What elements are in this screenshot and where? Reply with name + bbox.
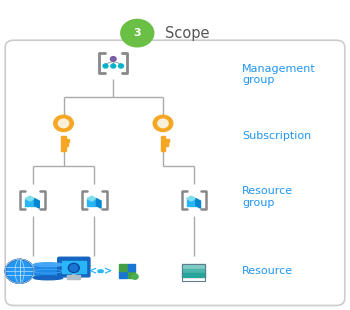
- Ellipse shape: [34, 276, 63, 280]
- Ellipse shape: [34, 263, 63, 267]
- Text: Resource
group: Resource group: [242, 186, 293, 208]
- Circle shape: [119, 64, 124, 68]
- Circle shape: [5, 259, 34, 283]
- Bar: [62, 261, 86, 273]
- Polygon shape: [96, 199, 101, 208]
- Polygon shape: [35, 199, 39, 208]
- Circle shape: [70, 264, 78, 271]
- Bar: [72, 272, 75, 276]
- Circle shape: [100, 270, 103, 272]
- FancyBboxPatch shape: [5, 40, 345, 305]
- Bar: [187, 199, 196, 206]
- Bar: [66, 143, 68, 146]
- Bar: [25, 199, 35, 206]
- Bar: [119, 264, 127, 271]
- Circle shape: [111, 57, 116, 61]
- Bar: [66, 139, 69, 142]
- Bar: [182, 269, 205, 273]
- Circle shape: [103, 64, 108, 68]
- Bar: [127, 271, 135, 278]
- Circle shape: [68, 263, 79, 272]
- Polygon shape: [187, 196, 196, 201]
- Bar: [87, 199, 96, 206]
- Circle shape: [99, 270, 102, 272]
- Bar: [165, 143, 168, 146]
- Circle shape: [158, 119, 168, 128]
- Bar: [127, 264, 135, 271]
- FancyBboxPatch shape: [58, 257, 90, 277]
- Bar: [165, 139, 169, 142]
- Text: Management
group: Management group: [242, 64, 316, 85]
- Circle shape: [54, 115, 73, 131]
- Text: Resource: Resource: [242, 266, 293, 276]
- Circle shape: [111, 64, 116, 68]
- Bar: [182, 264, 205, 268]
- Polygon shape: [87, 196, 96, 201]
- Polygon shape: [196, 199, 201, 208]
- Circle shape: [132, 274, 138, 279]
- Bar: [61, 136, 66, 151]
- Bar: [161, 136, 165, 151]
- Circle shape: [121, 20, 154, 47]
- Circle shape: [153, 115, 173, 131]
- Bar: [182, 273, 205, 277]
- Text: 3: 3: [133, 28, 141, 38]
- Text: >: >: [104, 266, 112, 276]
- Circle shape: [7, 261, 32, 282]
- Polygon shape: [25, 196, 35, 201]
- Text: Scope: Scope: [165, 26, 209, 41]
- Circle shape: [98, 270, 101, 272]
- Bar: [67, 275, 80, 279]
- Text: <: <: [89, 266, 97, 276]
- Text: Subscription: Subscription: [242, 131, 311, 141]
- Bar: [119, 271, 127, 278]
- Circle shape: [58, 119, 69, 128]
- Bar: [34, 265, 63, 278]
